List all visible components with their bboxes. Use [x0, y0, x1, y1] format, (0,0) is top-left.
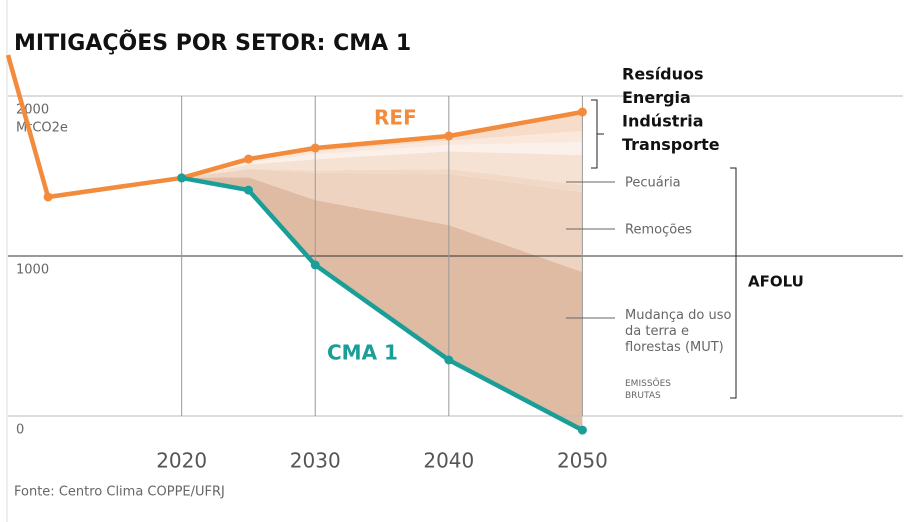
band-label: Indústria [622, 112, 704, 131]
annotation: EMISSÕES BRUTAS [625, 379, 672, 401]
band-label: Mudança do uso da terra e florestas (MUT… [625, 308, 732, 355]
band [181, 142, 583, 178]
band-label: Transporte [622, 135, 720, 154]
point [310, 260, 320, 270]
bracket [730, 167, 737, 399]
point [177, 173, 187, 183]
point [444, 131, 454, 141]
series-label: CMA 1 [327, 341, 398, 365]
band [181, 177, 583, 431]
band [181, 131, 583, 178]
band-label: Energia [622, 88, 691, 107]
band [181, 168, 583, 192]
point [310, 143, 320, 153]
band [181, 151, 583, 185]
series-label: REF [374, 106, 417, 130]
y-axis-label: MtCO2e [16, 121, 68, 136]
leader-line [566, 181, 615, 319]
y-tick-label: 0 [16, 423, 24, 438]
point [43, 192, 53, 202]
x-tick-label: 2050 [557, 449, 608, 473]
band [181, 112, 583, 178]
point [577, 107, 587, 117]
x-tick-label: 2030 [290, 449, 341, 473]
x-tick-label: 2040 [423, 449, 474, 473]
point [577, 425, 587, 435]
y-tick-label: 1000 [16, 263, 49, 278]
band-label: Pecuária [625, 176, 681, 191]
bracket [591, 99, 604, 169]
point [243, 185, 253, 195]
band-label: Resíduos [622, 65, 704, 84]
point [444, 355, 454, 365]
band [181, 169, 583, 272]
x-tick-label: 2020 [156, 449, 207, 473]
source: Fonte: Centro Clima COPPE/UFRJ [14, 485, 225, 500]
point [243, 154, 253, 164]
chart-title: MITIGAÇÕES POR SETOR: CMA 1 [14, 30, 411, 56]
group-label: AFOLU [748, 273, 804, 291]
band-label: Remoções [625, 223, 692, 238]
